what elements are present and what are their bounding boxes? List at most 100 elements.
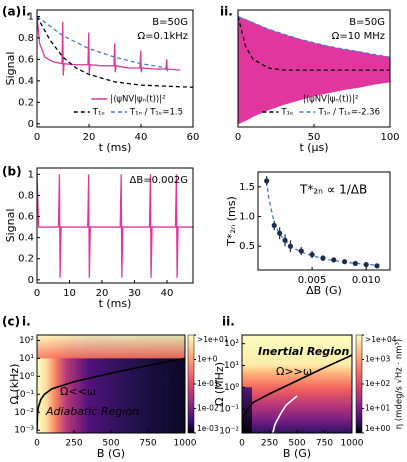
y-tick-label: 10² [224,339,239,349]
y-tick-label: 10¹ [224,361,239,371]
colorbar-label: η (mdeg/s √Hz · nm³) [395,339,405,429]
point [298,248,304,254]
x-tick-label: 50 [308,132,321,143]
line [37,15,168,69]
point [309,251,315,258]
x-axis-label: t (ms) [99,141,132,154]
x-tick-label: 500 [102,439,119,449]
y-axis-label: Ω (MHz) [213,362,226,406]
x-axis-label: B (G) [97,447,125,460]
legend-entry: T₁ₑ [262,108,294,118]
colorbar-tick-label: >1e+01 [197,335,229,344]
x-tick-label: 0 [34,288,40,299]
colorbar-tick-label: 1e+02 [365,379,390,388]
point [320,255,326,261]
annotation: B=50G [152,17,188,28]
y-tick-label: 0.4 [18,76,34,87]
point [282,237,288,243]
y-tick-label: 0 [28,119,34,130]
annotation: Inertial Region [258,345,349,358]
y-tick-label: 0.8 [18,190,34,201]
x-tick-label: 0 [235,132,241,143]
y-tick-label: 1 [28,169,34,180]
y-axis-label: T*₂ₙ (ms) [225,196,238,247]
legend: |⟨ψNV|ψₙ(t)⟩|² T₁ₑ T₁ₙ / T₁ₑ=1.5 [73,95,183,118]
panel-label: (a) [2,5,21,19]
colorbar [355,334,363,434]
panel-sublabel: ii. [220,5,233,19]
y-tick-label: 10⁰ [19,372,34,382]
panel-sublabel: i. [22,315,31,329]
x-axis-label: ΔB (G) [306,284,342,297]
x-tick-label: 30 [128,288,141,299]
x-tick-label: 1000 [174,439,197,449]
colorbar-tick-label: 1e+0 [197,355,218,364]
y-tick-label: 10² [19,336,34,346]
x-tick-label: 1000 [341,439,364,449]
line [37,357,185,431]
point [271,222,277,229]
point [363,262,369,268]
point [287,243,294,249]
y-tick-label: 0.6 [18,212,34,223]
point [331,257,337,263]
point [341,259,348,265]
colorbar-tick-label: 1e-01 [197,379,219,388]
x-tick-label: 40 [161,288,174,299]
y-tick-label: 0.5 [239,241,255,252]
x-tick-label: 750 [139,439,156,449]
plot-area [37,15,193,88]
colorbar-tick-label: 1e+00 [365,424,390,433]
x-tick-label: 250 [261,439,278,449]
point [374,263,380,269]
panel-sublabel: i. [22,5,31,19]
colorbar [187,334,195,434]
x-tick-label: 500 [288,439,305,449]
point [264,178,270,184]
x-tick-label: 40 [135,132,148,143]
annotation: B=50G [349,17,385,28]
annotation: Ω>>ω [276,365,312,378]
panel-sublabel: ii. [222,315,235,329]
y-tick-label: 1 [28,11,34,22]
x-tick-label: 20 [83,132,96,143]
x-tick-label: 250 [65,439,82,449]
legend-entry: T₁ₙ / T₁ₑ=-2.36 [299,108,380,118]
x-axis-label: t (ms) [99,297,132,310]
y-tick-label: 0.4 [18,233,34,244]
y-tick-label: 10¹ [19,354,34,364]
line [272,395,298,433]
x-tick-label: 0 [34,439,40,449]
y-tick-label: 0 [28,275,34,286]
y-axis-label: Ω (kHz) [8,364,21,405]
x-tick-label: 0 [239,439,245,449]
x-tick-label: 0 [34,132,40,143]
y-tick-label: 1.0 [239,212,255,223]
point [277,230,283,236]
y-tick-label: 10⁻² [14,408,34,418]
plot-area [242,335,352,433]
x-tick-label: 750 [316,439,333,449]
legend-label: T₁ₑ [92,108,106,118]
annotation: T*₂ₙ ∝ 1/ΔB [299,183,367,197]
y-tick-label: 0.2 [18,97,34,108]
panel-label: (b) [2,165,22,179]
plot-area [264,176,380,269]
x-tick-label: 20 [96,288,109,299]
plot-area [238,15,390,125]
heatmap [242,335,352,433]
x-axis-label: t (μs) [299,141,328,154]
legend-entry: |⟨ψNV|ψₙ(t)⟩|² [283,95,358,105]
line [37,16,193,88]
y-axis-label: Signal [4,209,17,243]
axes-frame [257,171,391,271]
y-tick-label: 0.2 [18,254,34,265]
x-tick-label: 60 [187,132,200,143]
x-tick-label: 0.005 [298,275,327,286]
x-tick-label: 10 [63,288,76,299]
plot-area [37,174,193,278]
plot-area [37,335,185,433]
y-tick-label: 10⁻¹ [219,405,239,415]
legend-label: T₁ₙ / T₁ₑ=1.5 [129,108,183,118]
annotation: Adiabatic Region [45,405,139,418]
